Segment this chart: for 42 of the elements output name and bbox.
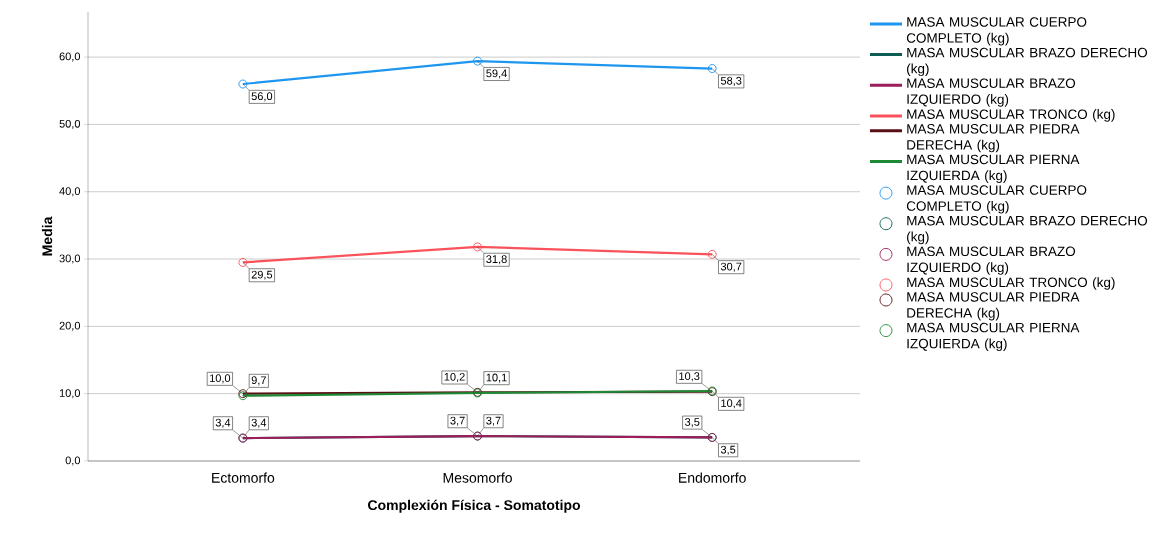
data-label: 10,0 (210, 374, 231, 384)
data-label: 10,4 (721, 399, 742, 409)
y-tick-label: 30,0 (59, 254, 81, 264)
legend-label: MASA MUSCULAR BRAZO DERECHO (kg) (907, 47, 1148, 77)
data-label: 3,4 (215, 418, 231, 428)
x-axis-title: Complexión Física - Somatotipo (368, 499, 581, 513)
legend-label: MASA MUSCULAR CUERPO COMPLETO (kg) (906, 185, 1087, 214)
data-label: 58,3 (720, 76, 742, 86)
data-label: 3,5 (720, 445, 736, 455)
data-label: 10,1 (486, 373, 507, 383)
legend-label: MASA MUSCULAR BRAZO IZQUIERDO (kg) (907, 78, 1076, 107)
x-tick-label: Mesomorfo (443, 472, 512, 483)
data-label: 3,7 (486, 416, 501, 426)
x-tick-label: Ectomorfo (212, 472, 275, 483)
y-tick-label: 40,0 (59, 187, 81, 197)
data-label: 31,8 (486, 255, 507, 265)
legend-label: MASA MUSCULAR TRONCO (kg) (907, 277, 1115, 290)
data-label: 3,7 (450, 416, 465, 426)
legend-label: MASA MUSCULAR TRONCO (kg) (907, 109, 1115, 122)
legend-label: MASA MUSCULAR CUERPO COMPLETO (kg) (906, 17, 1087, 46)
legend-label: MASA MUSCULAR PIEDRA DERECHA (kg) (907, 124, 1080, 153)
data-label: 3,4 (251, 418, 267, 428)
legend-label: MASA MUSCULAR PIERNA IZQUIERDA (kg) (907, 154, 1080, 183)
y-tick-label: 20,0 (59, 321, 81, 331)
data-label: 3,5 (685, 418, 700, 428)
x-tick-label: Endomorfo (679, 472, 746, 483)
legend-label: MASA MUSCULAR BRAZO DERECHO (kg) (907, 215, 1148, 245)
legend-label: MASA MUSCULAR BRAZO IZQUIERDO (kg) (907, 246, 1076, 275)
y-tick-label: 60,0 (59, 52, 81, 62)
data-label: 56,0 (251, 92, 273, 102)
data-label: 29,5 (251, 270, 273, 280)
data-label: 59,4 (486, 69, 507, 79)
data-label: 9,7 (251, 376, 266, 386)
data-label: 30,7 (720, 262, 742, 272)
y-tick-label: 10,0 (59, 389, 81, 399)
y-tick-label: 0,0 (65, 456, 81, 466)
y-tick-label: 50,0 (59, 119, 81, 129)
data-label: 10,2 (444, 372, 465, 383)
y-axis-title: Media (41, 216, 53, 256)
data-label: 10,3 (679, 372, 700, 382)
legend-label: MASA MUSCULAR PIERNA IZQUIERDA (kg) (907, 322, 1080, 352)
legend-label: MASA MUSCULAR PIEDRA DERECHA (kg) (907, 292, 1080, 321)
